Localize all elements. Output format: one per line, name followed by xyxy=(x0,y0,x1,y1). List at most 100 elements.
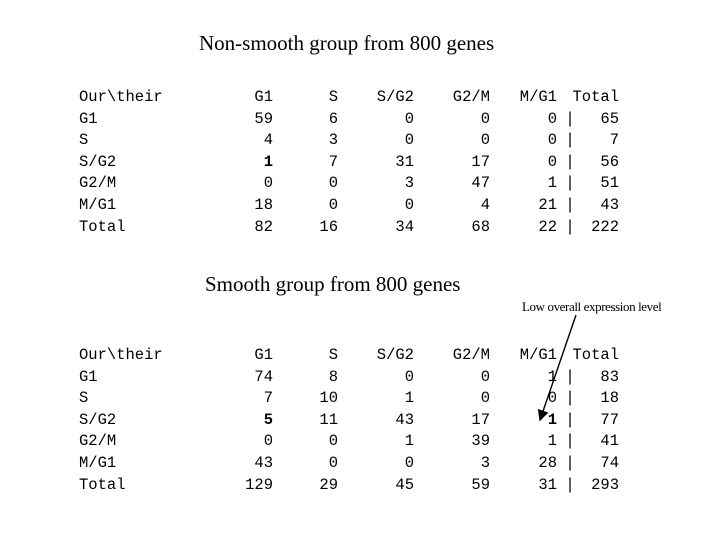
header-cell: Our\their xyxy=(79,88,163,106)
table-cell: 1 xyxy=(547,410,557,429)
row-total: 51 xyxy=(600,174,619,193)
table-cell: 0 xyxy=(263,174,273,193)
table-cell: 0 xyxy=(480,389,490,408)
table-cell: 17 xyxy=(471,410,490,429)
row-total: 7 xyxy=(609,131,619,150)
table-cell: 0 xyxy=(263,432,273,451)
header-cell: S/G2 xyxy=(376,88,414,106)
row-label: G1 xyxy=(79,109,98,128)
table-cell: 43 xyxy=(254,453,273,472)
row-total: 65 xyxy=(600,109,619,128)
table-cell: 10 xyxy=(319,389,338,408)
table-cell: 3 xyxy=(328,131,338,150)
table-cell: 31 xyxy=(395,152,414,171)
table-cell: 7 xyxy=(263,389,273,408)
separator: | xyxy=(565,131,575,150)
table-header-row: Our\their G1 S S/G2 G2/M M/G1 Total xyxy=(79,87,619,109)
table-row: Total 129 29 45 59 31 | 293 xyxy=(79,475,619,497)
table-cell: 45 xyxy=(395,475,414,494)
row-label: G2/M xyxy=(79,174,117,193)
table-cell: 5 xyxy=(263,410,273,429)
row-total: 43 xyxy=(600,195,619,214)
separator: | xyxy=(565,432,575,451)
table-cell: 0 xyxy=(480,367,490,386)
header-cell: M/G1 xyxy=(519,88,557,106)
header-cell: G1 xyxy=(254,88,273,106)
table-cell: 0 xyxy=(480,131,490,150)
table-cell: 0 xyxy=(404,367,414,386)
table-cell: 1 xyxy=(547,174,557,193)
table-cell: 28 xyxy=(538,453,557,472)
separator: | xyxy=(565,367,575,386)
annotation-label: Low overall expression level xyxy=(522,299,662,314)
row-total: 83 xyxy=(600,367,619,386)
row-total: 18 xyxy=(600,389,619,408)
table-cell: 34 xyxy=(395,217,414,236)
table-cell: 59 xyxy=(254,109,273,128)
table-cell: 39 xyxy=(471,432,490,451)
row-label: M/G1 xyxy=(79,453,117,472)
table-cell: 1 xyxy=(404,389,414,408)
table-cell: 1 xyxy=(404,432,414,451)
table-cell: 3 xyxy=(404,174,414,193)
separator: | xyxy=(565,475,575,494)
separator: | xyxy=(565,410,575,429)
header-cell: G2/M xyxy=(452,88,490,106)
table-cell: 0 xyxy=(547,109,557,128)
table-row: S 4 3 0 0 0 | 7 xyxy=(79,130,619,152)
separator: | xyxy=(565,152,575,171)
table-cell: 0 xyxy=(328,195,338,214)
table-cell: 0 xyxy=(547,389,557,408)
header-cell: G2/M xyxy=(452,346,490,364)
table-cell: 0 xyxy=(480,109,490,128)
table-cell: 0 xyxy=(328,174,338,193)
table-cell: 82 xyxy=(254,217,273,236)
smooth-table: Our\their G1 S S/G2 G2/M M/G1 Total G1 7… xyxy=(79,345,619,496)
non-smooth-title: Non-smooth group from 800 genes xyxy=(199,31,495,55)
table-cell: 4 xyxy=(480,195,490,214)
table-cell: 3 xyxy=(480,453,490,472)
table-cell: 0 xyxy=(547,131,557,150)
row-total: 293 xyxy=(591,475,619,494)
table-cell: 22 xyxy=(538,217,557,236)
table-row: S/G2 5 11 43 17 1 | 77 xyxy=(79,410,619,432)
row-total: 41 xyxy=(600,432,619,451)
table-row: G2/M 0 0 3 47 1 | 51 xyxy=(79,173,619,195)
table-row: S 7 10 1 0 0 | 18 xyxy=(79,388,619,410)
separator: | xyxy=(565,109,575,128)
separator: | xyxy=(565,453,575,472)
table-cell: 0 xyxy=(404,131,414,150)
table-header-row: Our\their G1 S S/G2 G2/M M/G1 Total xyxy=(79,345,619,367)
separator: | xyxy=(565,174,575,193)
row-total: 74 xyxy=(600,453,619,472)
table-cell: 43 xyxy=(395,410,414,429)
table-cell: 0 xyxy=(404,453,414,472)
row-label: S/G2 xyxy=(79,410,117,429)
table-cell: 1 xyxy=(263,152,273,171)
table-row: Total 82 16 34 68 22 | 222 xyxy=(79,217,619,239)
row-label: S/G2 xyxy=(79,152,117,171)
table-cell: 0 xyxy=(404,195,414,214)
table-cell: 18 xyxy=(254,195,273,214)
table-row: S/G2 1 7 31 17 0 | 56 xyxy=(79,152,619,174)
header-cell: M/G1 xyxy=(519,346,557,364)
smooth-title: Smooth group from 800 genes xyxy=(205,272,461,296)
table-cell: 21 xyxy=(538,195,557,214)
row-total: 56 xyxy=(600,152,619,171)
non-smooth-table: Our\their G1 S S/G2 G2/M M/G1 Total G1 5… xyxy=(79,87,619,238)
table-cell: 0 xyxy=(404,109,414,128)
table-cell: 4 xyxy=(263,131,273,150)
table-cell: 17 xyxy=(471,152,490,171)
table-cell: 0 xyxy=(328,432,338,451)
table-cell: 8 xyxy=(328,367,338,386)
table-cell: 0 xyxy=(547,152,557,171)
table-cell: 0 xyxy=(328,453,338,472)
table-cell: 74 xyxy=(254,367,273,386)
table-row: M/G1 18 0 0 4 21 | 43 xyxy=(79,195,619,217)
table-cell: 129 xyxy=(245,475,273,494)
table-cell: 68 xyxy=(471,217,490,236)
table-cell: 6 xyxy=(328,109,338,128)
table-cell: 1 xyxy=(547,367,557,386)
table-cell: 1 xyxy=(547,432,557,451)
